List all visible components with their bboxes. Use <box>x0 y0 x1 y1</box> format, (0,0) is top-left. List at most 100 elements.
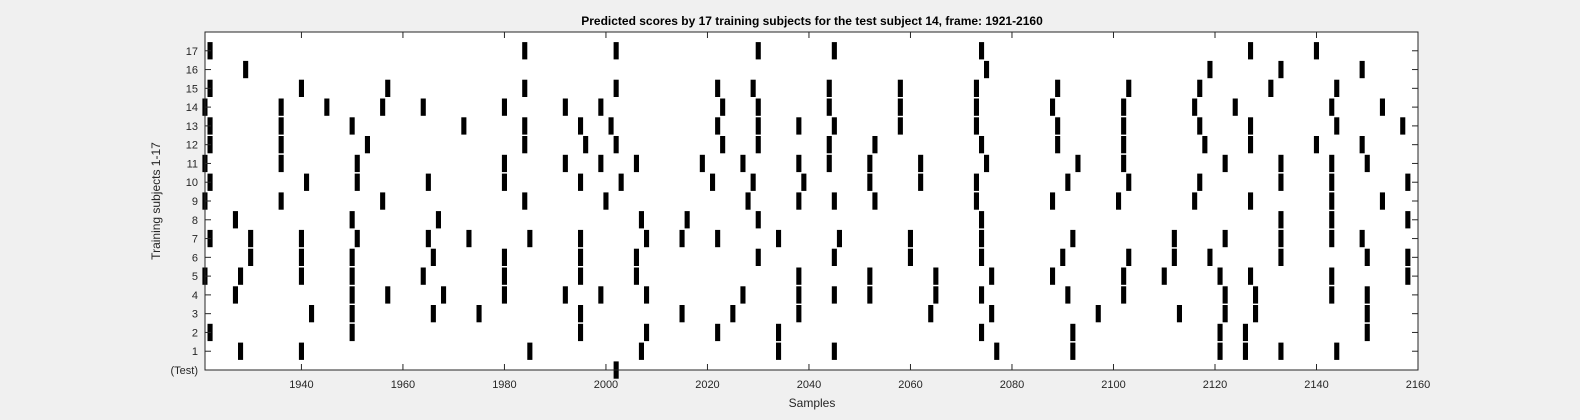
raster-mark-row7-17 <box>1222 229 1228 248</box>
raster-mark-row10-3 <box>425 173 431 191</box>
raster-mark-row12-12 <box>1121 136 1127 154</box>
raster-mark-row15-2 <box>385 79 391 97</box>
raster-mark-row13-13 <box>1055 117 1061 135</box>
x-axis-label: Samples <box>789 396 836 410</box>
raster-mark-row11-14 <box>1075 154 1081 173</box>
y-tick-label-10: 10 <box>186 177 198 189</box>
y-tick-label-5: 5 <box>192 271 198 283</box>
y-tick-label-13: 13 <box>186 121 198 133</box>
raster-mark-row11-9 <box>796 154 802 173</box>
raster-mark-row13-12 <box>973 117 979 135</box>
raster-mark-row9-11 <box>1116 192 1122 210</box>
raster-mark-row3-11 <box>1176 305 1182 323</box>
raster-mark-row14-13 <box>1050 98 1056 116</box>
raster-mark-row6-9 <box>907 248 913 266</box>
raster-mark-row10-4 <box>501 173 507 191</box>
raster-mark-row9-3 <box>522 192 528 210</box>
raster-mark-row13-10 <box>831 117 837 135</box>
raster-mark-row5-16 <box>1248 267 1254 285</box>
y-tick-label-14: 14 <box>186 102 198 114</box>
raster-mark-row1-3 <box>638 342 644 360</box>
raster-mark-row13-8 <box>755 117 761 135</box>
raster-mark-row7-18 <box>1278 229 1284 248</box>
raster-mark-row14-18 <box>1379 98 1385 116</box>
raster-mark-row7-7 <box>578 229 584 248</box>
y-tick-label-16: 16 <box>186 65 198 77</box>
raster-mark-row7-1 <box>248 229 254 248</box>
raster-mark-row10-18 <box>1405 173 1411 191</box>
raster-mark-row9-7 <box>831 192 837 210</box>
raster-mark-row12-1 <box>278 136 284 154</box>
raster-mark-row17-3 <box>755 42 761 60</box>
raster-mark-row3-10 <box>1095 305 1101 323</box>
raster-mark-row12-2 <box>364 136 370 154</box>
raster-mark-row6-8 <box>831 248 837 266</box>
y-tick-label-12: 12 <box>186 140 198 152</box>
raster-mark-row16-3 <box>1278 60 1284 79</box>
raster-mark-row5-17 <box>1329 267 1335 285</box>
raster-mark-row5-13 <box>1121 267 1127 285</box>
raster-mark-row1-5 <box>831 342 837 360</box>
raster-mark-row14-10 <box>826 98 832 116</box>
raster-mark-row15-9 <box>973 79 979 97</box>
x-tick-label-10: 2140 <box>1304 379 1328 391</box>
raster-mark-row4-0 <box>232 286 238 304</box>
x-tick-label-5: 2040 <box>797 379 821 391</box>
raster-mark-row6-10 <box>979 248 985 266</box>
raster-mark-row11-1 <box>278 154 284 173</box>
raster-mark-row9-2 <box>380 192 386 210</box>
raster-mark-row15-5 <box>715 79 721 97</box>
raster-mark-row11-17 <box>1278 154 1284 173</box>
raster-mark-row2-1 <box>349 323 355 342</box>
raster-mark-row13-18 <box>1400 117 1406 135</box>
raster-mark-row8-1 <box>349 211 355 229</box>
x-axis: 1940 1960 1980 2000 2020 2040 2060 2080 2100 2120… <box>289 32 1430 391</box>
raster-mark-row17-2 <box>613 42 619 60</box>
raster-mark-row7-15 <box>1070 229 1076 248</box>
raster-mark-row6-16 <box>1364 248 1370 266</box>
x-tick-label-6: 2060 <box>898 379 922 391</box>
raster-mark-row11-4 <box>562 154 568 173</box>
raster-mark-row10-17 <box>1329 173 1335 191</box>
raster-mark-row2-9 <box>1242 323 1248 342</box>
raster-mark-row3-13 <box>1253 305 1259 323</box>
raster-mark-row10-6 <box>618 173 624 191</box>
raster-mark-row1-11 <box>1334 342 1340 360</box>
raster-mark-row5-2 <box>298 267 304 285</box>
raster-mark-row12-14 <box>1248 136 1254 154</box>
raster-mark-row5-8 <box>796 267 802 285</box>
raster-mark-row6-7 <box>755 248 761 266</box>
raster-mark-row13-4 <box>522 117 528 135</box>
raster-mark-row7-19 <box>1329 229 1335 248</box>
raster-mark-row10-11 <box>918 173 924 191</box>
raster-mark-row5-4 <box>420 267 426 285</box>
raster-mark-row12-7 <box>755 136 761 154</box>
raster-mark-row6-6 <box>633 248 639 266</box>
raster-mark-row8-3 <box>638 211 644 229</box>
raster-mark-row17-4 <box>831 42 837 60</box>
raster-mark-row7-12 <box>836 229 842 248</box>
y-tick-label-15: 15 <box>186 83 198 95</box>
raster-mark-row14-9 <box>755 98 761 116</box>
raster-mark-row11-2 <box>354 154 360 173</box>
raster-mark-row15-13 <box>1268 79 1274 97</box>
raster-mark-row7-20 <box>1359 229 1365 248</box>
raster-mark-row8-9 <box>1405 211 1411 229</box>
raster-mark-row12-16 <box>1359 136 1365 154</box>
raster-mark-row14-6 <box>562 98 568 116</box>
raster-mark-row13-5 <box>578 117 584 135</box>
raster-mark-row2-8 <box>1217 323 1223 342</box>
raster-mark-row4-18 <box>1329 286 1335 304</box>
raster-mark-row4-2 <box>385 286 391 304</box>
raster-mark-row4-14 <box>1065 286 1071 304</box>
plot-area <box>205 32 1418 370</box>
raster-mark-row4-11 <box>867 286 873 304</box>
raster-mark-row11-18 <box>1329 154 1335 173</box>
raster-mark-row5-9 <box>867 267 873 285</box>
raster-mark-row6-4 <box>501 248 507 266</box>
raster-mark-row2-10 <box>1364 323 1370 342</box>
raster-mark-row5-15 <box>1217 267 1223 285</box>
x-tick-label-0: 1940 <box>289 379 313 391</box>
raster-mark-row7-9 <box>679 229 685 248</box>
raster-mark-row15-1 <box>298 79 304 97</box>
